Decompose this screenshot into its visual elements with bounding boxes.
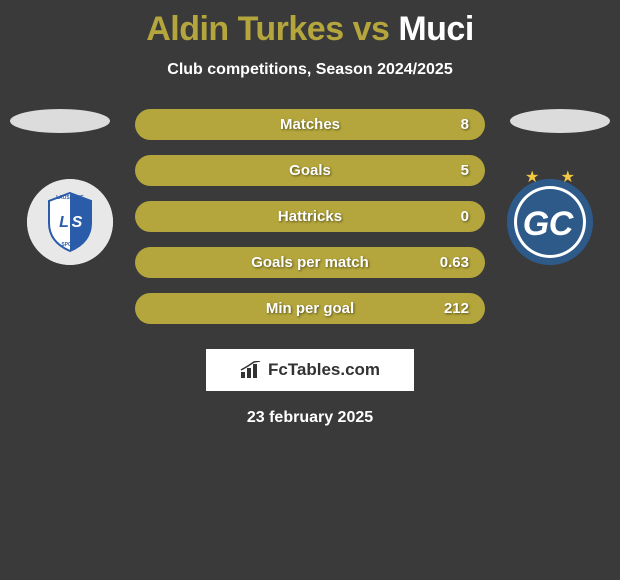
stat-label: Min per goal <box>135 300 485 317</box>
svg-text:S: S <box>72 214 83 231</box>
stat-row: Min per goal 212 <box>135 293 485 324</box>
stat-value-right: 8 <box>461 116 469 133</box>
svg-text:C: C <box>549 205 574 243</box>
stats-list: Matches 8 Goals 5 Hattricks 0 Goals per … <box>135 109 485 339</box>
stats-area: LAUSANNE L S SPORT ★ ★ G C Matches 8 Goa… <box>0 109 620 339</box>
stat-label: Matches <box>135 116 485 133</box>
chart-icon <box>240 361 262 379</box>
star-icon: ★ <box>525 167 539 187</box>
stat-label: Goals <box>135 162 485 179</box>
stat-row: Goals 5 <box>135 155 485 186</box>
club-logo-right: ★ ★ G C <box>507 179 593 265</box>
fctables-logo: FcTables.com <box>206 349 414 391</box>
player2-avatar <box>510 109 610 133</box>
stat-value-right: 212 <box>444 300 469 317</box>
svg-text:LAUSANNE: LAUSANNE <box>56 195 84 201</box>
stat-value-right: 0.63 <box>440 254 469 271</box>
stat-row: Hattricks 0 <box>135 201 485 232</box>
svg-text:SPORT: SPORT <box>61 242 78 248</box>
svg-text:G: G <box>523 205 549 243</box>
subtitle: Club competitions, Season 2024/2025 <box>0 61 620 79</box>
comparison-title: Aldin Turkes vs Muci <box>0 0 620 49</box>
stat-label: Goals per match <box>135 254 485 271</box>
stat-value-right: 0 <box>461 208 469 225</box>
club-logo-left: LAUSANNE L S SPORT <box>27 179 113 265</box>
stat-value-right: 5 <box>461 162 469 179</box>
stat-row: Goals per match 0.63 <box>135 247 485 278</box>
stat-row: Matches 8 <box>135 109 485 140</box>
logo-text: FcTables.com <box>268 360 380 380</box>
stat-label: Hattricks <box>135 208 485 225</box>
player2-name: Muci <box>398 10 473 48</box>
star-icon: ★ <box>561 167 575 187</box>
date-text: 23 february 2025 <box>0 409 620 427</box>
vs-text: vs <box>353 10 390 48</box>
player1-avatar <box>10 109 110 133</box>
player1-name: Aldin Turkes <box>146 10 343 48</box>
svg-text:L: L <box>59 214 69 231</box>
